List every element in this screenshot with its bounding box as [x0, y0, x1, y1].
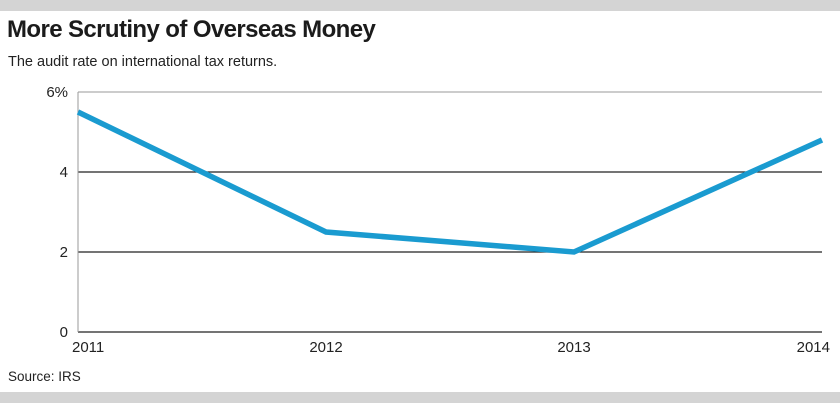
source-note: Source: IRS [8, 369, 81, 384]
x-tick-label: 2013 [557, 339, 590, 356]
y-tick-label: 4 [60, 164, 68, 181]
y-tick-label: 0 [60, 324, 68, 341]
chart-subtitle: The audit rate on international tax retu… [8, 54, 278, 70]
bottom-band [0, 392, 840, 403]
y-tick-label: 2 [60, 244, 68, 261]
chart-title: More Scrutiny of Overseas Money [7, 16, 376, 43]
x-tick-label: 2012 [309, 339, 342, 356]
top-band [0, 0, 840, 11]
series-line [76, 109, 824, 255]
x-tick-label: 2014 [797, 339, 830, 356]
x-tick-label: 2011 [72, 339, 104, 356]
y-tick-label: 6% [46, 84, 68, 101]
